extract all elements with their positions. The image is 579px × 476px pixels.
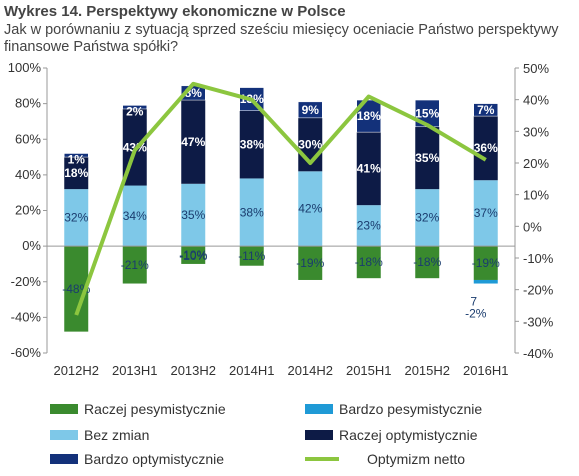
bar-raczej-pesymistycznie xyxy=(122,246,147,284)
y-left-tick-label: -60% xyxy=(11,345,42,360)
data-label-bardzo-optymistycznie: 1% xyxy=(68,153,86,167)
data-label-raczej-optymistycznie: 18% xyxy=(64,166,88,180)
data-label-bardzo-optymistycznie: 9% xyxy=(302,103,320,117)
data-label-bardzo-optymistycznie: 7% xyxy=(477,103,495,117)
legend-swatch xyxy=(305,404,333,414)
data-label-raczej-optymistycznie: 41% xyxy=(357,162,381,176)
data-label-bardzo-optymistycznie: 15% xyxy=(415,106,439,120)
bar-bez-zmian xyxy=(473,180,498,247)
y-right-tick-label: -20% xyxy=(523,283,554,298)
bar-raczej-pesymistycznie xyxy=(473,246,498,280)
data-label-bez-zmian: 42% xyxy=(298,202,322,216)
data-label-bez-zmian: 32% xyxy=(64,211,88,225)
legend-label: Bardzo optymistycznie xyxy=(84,451,224,467)
x-tick-label: 2013H1 xyxy=(112,363,158,378)
bar-raczej-optymistycznie xyxy=(356,132,381,206)
y-left-tick-label: -40% xyxy=(11,309,42,324)
data-label-bardzo-optymistycznie: 18% xyxy=(357,109,381,123)
data-label-extra: 7 xyxy=(470,295,477,309)
bar-bez-zmian xyxy=(356,205,381,247)
bar-raczej-pesymistycznie xyxy=(298,246,323,280)
bar-raczej-pesymistycznie xyxy=(181,246,206,264)
y-right-tick-label: 0% xyxy=(523,219,542,234)
legend-label: Bez zmian xyxy=(84,427,149,443)
y-left-tick-label: 0% xyxy=(22,238,41,253)
legend-swatch xyxy=(50,430,78,440)
data-label-raczej-optymistycznie: 36% xyxy=(474,141,498,155)
bar-bardzo-optymistycznie xyxy=(298,101,323,119)
data-label-raczej-pesymistycznie: -19% xyxy=(472,256,500,270)
bar-raczej-optymistycznie xyxy=(181,100,206,184)
legend-swatch xyxy=(50,454,78,464)
data-label-raczej-optymistycznie: 30% xyxy=(298,138,322,152)
legend-label: Optymizm netto xyxy=(367,451,465,467)
bar-bardzo-pesymistycznie xyxy=(473,279,498,284)
y-right-tick-label: 10% xyxy=(523,188,549,203)
data-label-bez-zmian: 23% xyxy=(357,219,381,233)
bar-raczej-pesymistycznie xyxy=(239,246,264,266)
y-right-tick-label: 40% xyxy=(523,93,549,108)
bar-bez-zmian xyxy=(239,178,264,247)
data-label-extra: -10% xyxy=(179,249,207,263)
bar-bardzo-optymistycznie xyxy=(473,103,498,117)
y-right-tick-label: -30% xyxy=(523,314,554,329)
bar-bardzo-optymistycznie xyxy=(64,153,89,158)
data-label-raczej-optymistycznie: 47% xyxy=(181,135,205,149)
bar-bez-zmian xyxy=(298,171,323,247)
y-left-tick-label: 100% xyxy=(8,60,42,75)
bar-raczej-optymistycznie xyxy=(64,157,89,190)
x-tick-label: 2015H1 xyxy=(346,363,392,378)
data-label-bardzo-optymistycznie: 2% xyxy=(126,104,144,118)
legend-label: Raczej optymistycznie xyxy=(339,427,478,443)
y-left-tick-label: 60% xyxy=(15,131,41,146)
data-label-bez-zmian: 32% xyxy=(415,211,439,225)
chart-title: Wykres 14. Perspektywy ekonomiczne w Pol… xyxy=(4,3,346,20)
bar-bez-zmian xyxy=(64,189,89,247)
y-right-tick-label: 50% xyxy=(523,61,549,76)
bar-raczej-pesymistycznie xyxy=(356,246,381,279)
chart-subtitle: Jak w porównaniu z sytuacją sprzed sześc… xyxy=(4,22,559,55)
data-label-raczej-pesymistycznie: -18% xyxy=(413,255,441,269)
data-label-raczej-pesymistycznie: -10% xyxy=(179,248,207,262)
bar-bez-zmian xyxy=(415,189,440,247)
data-label-raczej-optymistycznie: 38% xyxy=(240,138,264,152)
data-label-bardzo-pesymistycznie: -2% xyxy=(465,307,487,321)
legend-swatch xyxy=(50,404,78,414)
data-label-bez-zmian: 34% xyxy=(123,209,147,223)
x-tick-label: 2013H2 xyxy=(170,363,216,378)
legend-label: Raczej pesymistycznie xyxy=(84,401,226,417)
bar-bez-zmian xyxy=(122,185,147,247)
y-right-tick-label: -10% xyxy=(523,251,554,266)
x-tick-label: 2016H1 xyxy=(463,363,509,378)
x-tick-label: 2012H2 xyxy=(53,363,99,378)
data-label-raczej-pesymistycznie: -19% xyxy=(296,256,324,270)
y-left-tick-label: 40% xyxy=(15,167,41,182)
y-right-tick-label: 20% xyxy=(523,156,549,171)
x-tick-label: 2014H2 xyxy=(287,363,333,378)
x-tick-label: 2015H2 xyxy=(404,363,450,378)
bar-raczej-optymistycznie xyxy=(239,110,264,179)
bar-bez-zmian xyxy=(181,183,206,247)
bar-bardzo-optymistycznie xyxy=(122,105,147,110)
bar-raczej-pesymistycznie xyxy=(415,246,440,279)
data-label-raczej-pesymistycznie: -11% xyxy=(238,249,265,263)
y-right-tick-label: 30% xyxy=(523,124,549,139)
legend-label: Bardzo pesymistycznie xyxy=(339,401,482,417)
line-optymizm-netto xyxy=(74,81,487,316)
data-label-bez-zmian: 37% xyxy=(474,206,498,220)
data-label-raczej-pesymistycznie: -18% xyxy=(355,255,383,269)
data-label-bez-zmian: 38% xyxy=(240,205,264,219)
y-left-tick-label: 20% xyxy=(15,203,41,218)
y-left-tick-label: -20% xyxy=(11,274,42,289)
y-left-tick-label: 80% xyxy=(15,96,41,111)
x-tick-label: 2014H1 xyxy=(229,363,275,378)
y-right-tick-label: -40% xyxy=(523,346,554,361)
bar-raczej-optymistycznie xyxy=(473,116,498,181)
legend-swatch xyxy=(305,430,333,440)
bar-raczej-optymistycznie xyxy=(415,126,440,190)
data-label-raczej-optymistycznie: 35% xyxy=(415,151,439,165)
data-label-bez-zmian: 35% xyxy=(181,208,205,222)
data-label-raczej-pesymistycznie: -21% xyxy=(121,258,149,272)
